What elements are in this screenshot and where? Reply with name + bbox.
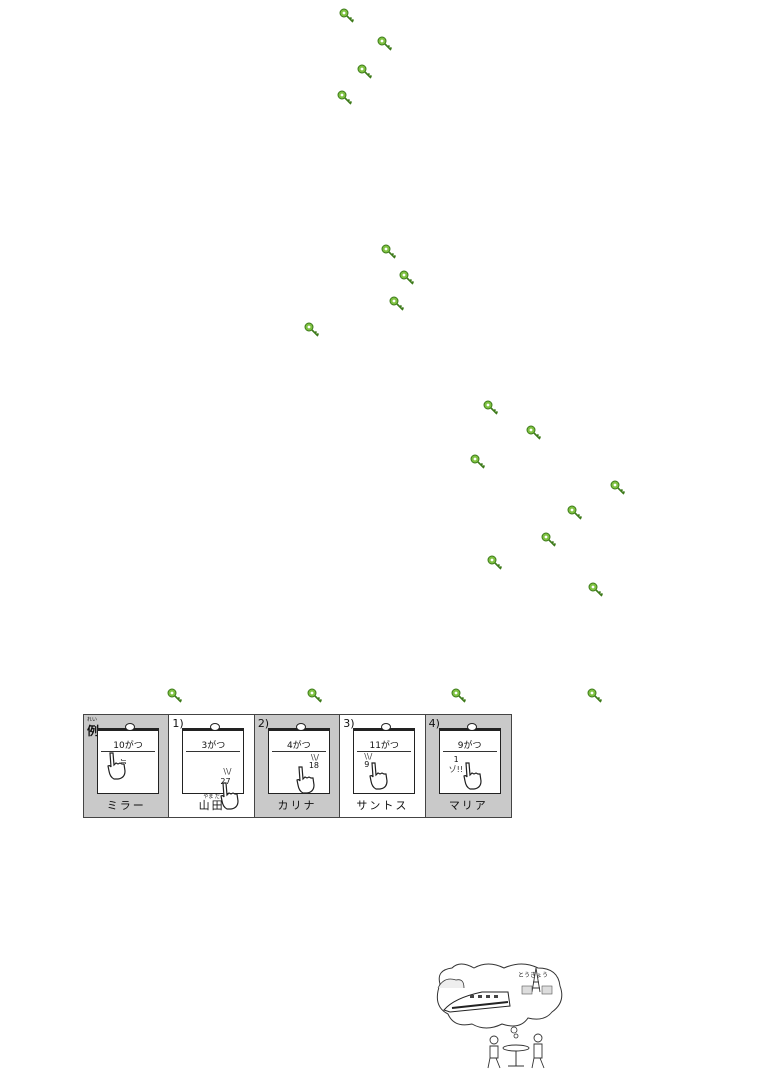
travel-illustration: とうきょう — [436, 963, 563, 1069]
key-icon — [567, 505, 583, 521]
key-icon — [377, 36, 393, 52]
key-icon — [337, 90, 353, 106]
key-icon — [304, 322, 320, 338]
calendar-month: 4がつ — [286, 741, 311, 751]
pointing-hand-icon — [107, 752, 126, 780]
key-icon — [588, 582, 604, 598]
speech-text: とうきょう — [518, 972, 548, 979]
panel-label: 3) — [343, 717, 355, 730]
calendar-icon: 9がつ 1 ゾ!! — [438, 723, 501, 794]
key-icon — [587, 688, 603, 704]
calendar-day: 27 — [220, 777, 231, 786]
calendar-icon: 3がつ \\/ 27 — [182, 723, 245, 794]
panel-1: 1) 3がつ \\/ 27 やま だ 山田 — [169, 715, 255, 817]
panel-example: れい 例 10がつ ≒ ☰ ミラー — [84, 715, 170, 817]
key-icon — [451, 688, 467, 704]
pointing-hand-icon — [462, 762, 482, 790]
panel-label-furigana: れい — [87, 717, 98, 723]
key-icon — [399, 270, 415, 286]
calendar-month: 10がつ — [113, 741, 143, 751]
example-strip: れい 例 10がつ ≒ ☰ ミラー 1) 3がつ \\/ 27 やま だ 山田 … — [83, 714, 512, 818]
panel-label: 2) — [257, 717, 270, 730]
key-icon — [541, 532, 557, 548]
key-icon — [381, 244, 397, 260]
calendar-icon: 10がつ ≒ ☰ — [97, 723, 159, 794]
key-icon — [526, 425, 542, 441]
person-name-furigana: やま だ — [203, 794, 220, 800]
pointing-hand-icon — [296, 766, 315, 794]
panel-3: 3) 11がつ \\/ 9 サントス — [340, 715, 426, 817]
panel-2: 2) 4がつ \\/ 18 カリナ — [254, 715, 341, 817]
panel-4: 4) 9がつ 1 ゾ!! マリア — [425, 715, 512, 817]
person-name: カリナ — [277, 799, 317, 812]
calendar-day: 1 — [453, 755, 459, 764]
key-icon — [307, 688, 323, 704]
calendar-month: 11がつ — [369, 741, 399, 751]
key-icon — [487, 555, 503, 571]
pointing-hand-icon — [369, 762, 388, 790]
key-icon — [483, 400, 499, 416]
person-name: 山田 — [198, 799, 225, 812]
person-name: ミラー — [106, 799, 146, 812]
key-icon — [470, 454, 486, 470]
pointing-hand-icon — [220, 782, 240, 810]
person-name: サントス — [356, 799, 409, 812]
person-name: マリア — [448, 799, 488, 812]
calendar-day: 9 — [364, 760, 370, 769]
key-icon — [339, 8, 355, 24]
calendar-month: 9がつ — [457, 741, 482, 751]
key-icon — [357, 64, 373, 80]
calendar-day: 18 — [308, 761, 319, 770]
panel-label: 1) — [172, 717, 184, 730]
key-icon — [167, 688, 183, 704]
calendar-icon: 11がつ \\/ 9 — [353, 723, 416, 794]
key-icon — [610, 480, 626, 496]
key-icon — [389, 296, 405, 312]
panel-label: 4) — [428, 717, 440, 730]
panel-label: 例 — [87, 724, 100, 738]
calendar-month: 3がつ — [201, 741, 226, 751]
